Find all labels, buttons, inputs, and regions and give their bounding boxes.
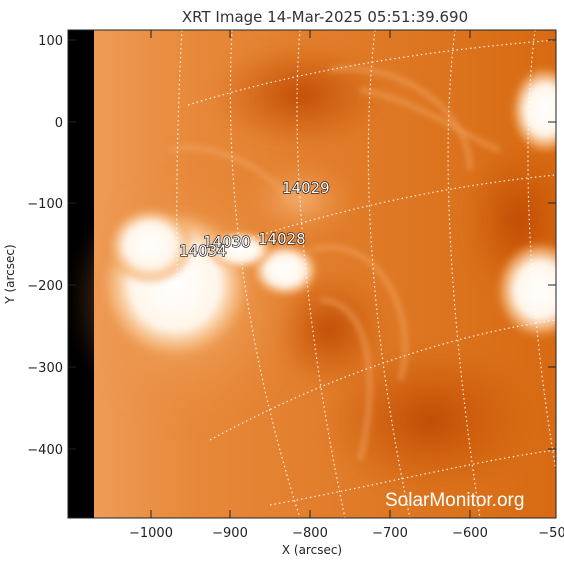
y-tick-label: −400 [27,443,63,458]
y-axis-label: Y (arcsec) [3,244,17,304]
heliographic-grid [176,30,556,518]
y-tick-label: 100 [38,34,63,49]
x-axis-label: X (arcsec) [282,543,342,557]
y-tick-label: −200 [27,279,63,294]
solar-image [68,30,556,518]
x-axis: −1000 −900 −800 −700 −600 −50 X (arcsec) [129,30,564,557]
ar-label-14030: 14030 [203,233,251,251]
right-edge-bright-regions [495,65,556,340]
ar-label-14029: 14029 [282,179,330,197]
x-tick-label: −1000 [129,526,173,541]
x-tick-marks [150,30,471,518]
ar-label-14034: 14034 [179,242,227,260]
bright-active-region [95,205,320,365]
y-tick-label: −100 [27,197,63,212]
y-tick-marks [68,39,556,450]
plot-frame [67,29,557,519]
x-tick-label: −800 [292,526,328,541]
image-title: XRT Image 14-Mar-2025 05:51:39.690 [182,8,468,26]
x-tick-label: −900 [212,526,248,541]
active-region-labels: 14029 14030 14028 14034 [178,178,330,260]
solarmonitor-watermark: SolarMonitor.org [385,490,524,511]
y-tick-label: −300 [27,361,63,376]
x-tick-label: −600 [452,526,488,541]
y-axis: 100 0 −100 −200 −300 −400 Y (arcsec) [3,34,556,458]
ar-label-14028: 14028 [258,230,306,248]
y-tick-label: 0 [55,116,63,131]
x-tick-label: −700 [372,526,408,541]
x-tick-label: −50 [538,526,564,541]
dark-coronal-regions [210,40,556,500]
